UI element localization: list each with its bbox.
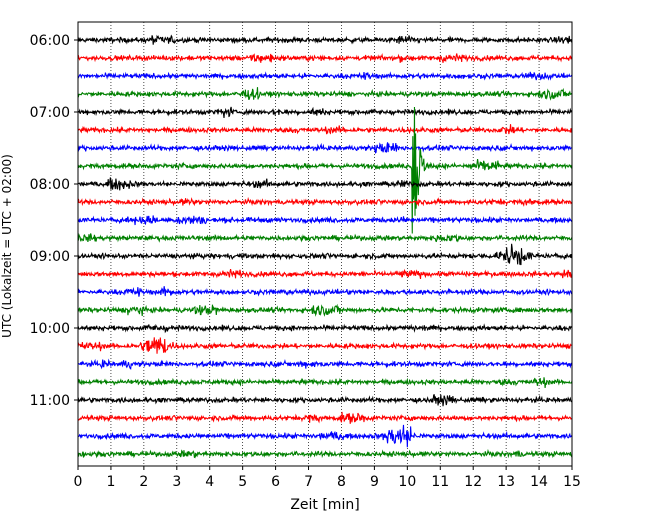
y-tick-label: 07:00	[30, 105, 70, 121]
x-tick-label: 12	[464, 474, 482, 490]
trace-line	[77, 106, 573, 119]
x-tick-label: 9	[370, 474, 379, 490]
trace-line	[77, 448, 573, 459]
x-tick-label: 6	[271, 474, 280, 490]
x-tick-label: 8	[337, 474, 346, 490]
trace-line	[77, 424, 573, 448]
trace-line	[77, 243, 573, 266]
x-axis-ticks: 0 1 2 3 4 5 6 7 8 9 10 11 12 13 14 15	[74, 466, 581, 490]
x-tick-label: 7	[304, 474, 313, 490]
x-tick-label: 11	[431, 474, 449, 490]
traces-group	[77, 34, 573, 459]
trace-line	[77, 358, 573, 370]
trace-line	[77, 323, 573, 334]
trace-line	[77, 177, 573, 191]
x-tick-label: 5	[238, 474, 247, 490]
x-tick-label: 0	[74, 474, 83, 490]
plot-frame	[77, 21, 573, 467]
trace-line	[77, 87, 573, 101]
trace-line	[77, 377, 573, 388]
y-tick-label: 11:00	[30, 393, 70, 409]
trace-line	[77, 215, 573, 226]
x-tick-label: 10	[398, 474, 416, 490]
trace-line	[77, 34, 573, 45]
trace-line	[77, 286, 573, 297]
x-tick-label: 15	[563, 474, 581, 490]
trace-line	[77, 196, 573, 207]
trace-line	[77, 71, 573, 81]
trace-line	[77, 303, 573, 317]
trace-line	[77, 411, 573, 424]
x-tick-label: 3	[172, 474, 181, 490]
trace-line	[77, 124, 573, 135]
trace-line	[77, 233, 573, 243]
trace-line	[77, 268, 573, 280]
trace-line	[77, 142, 573, 154]
trace-line	[77, 394, 573, 407]
x-tick-label: 13	[497, 474, 515, 490]
trace-line	[77, 337, 573, 354]
trace-line	[77, 106, 573, 234]
x-tick-label: 2	[139, 474, 148, 490]
x-tick-label: 4	[205, 474, 214, 490]
y-tick-label: 08:00	[30, 177, 70, 193]
y-axis-label: UTC (Lokalzeit = UTC + 02:00)	[0, 154, 14, 338]
y-tick-label: 09:00	[30, 249, 70, 265]
x-tick-label: 14	[530, 474, 548, 490]
x-axis-label: Zeit [min]	[290, 497, 359, 513]
y-tick-label: 10:00	[30, 321, 70, 337]
trace-line	[77, 53, 573, 63]
y-tick-label: 06:00	[30, 33, 70, 49]
y-axis-ticks: 06:00 07:00 08:00 09:00 10:00 11:00	[30, 33, 78, 409]
x-tick-label: 1	[106, 474, 115, 490]
grid-lines	[110, 22, 540, 466]
